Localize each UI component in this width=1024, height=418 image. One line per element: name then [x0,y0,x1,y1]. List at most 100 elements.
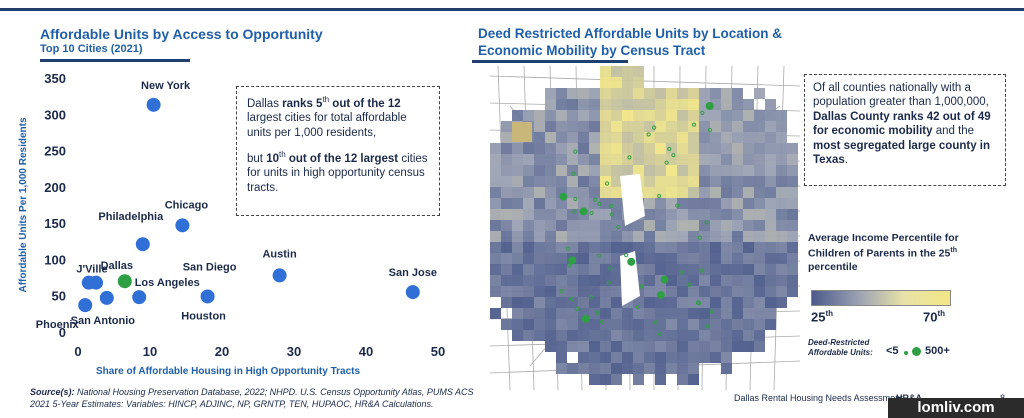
census-tract [501,220,512,231]
census-tract [688,187,699,198]
census-tract [556,264,567,275]
census-tract [501,132,512,143]
census-tract [677,154,688,165]
census-tract [633,143,644,154]
census-tract [710,220,721,231]
y-tick-label: 250 [44,144,66,159]
census-tract [765,110,776,121]
census-tract [501,253,512,264]
census-tract [600,77,611,88]
census-tract [633,319,644,330]
census-tract [699,154,710,165]
census-tract [534,275,545,286]
callout-text: . [844,153,848,166]
census-tract [644,209,655,220]
census-tract [655,374,666,385]
census-tract [732,165,743,176]
census-tract [721,308,732,319]
census-tract [567,154,578,165]
census-tract [611,308,622,319]
census-tract [699,121,710,132]
census-tract [501,319,512,330]
census-tract [512,220,523,231]
census-tract [600,286,611,297]
census-tract [677,143,688,154]
census-tract [545,286,556,297]
census-tract [523,154,534,165]
census-tract [732,286,743,297]
census-tract [512,198,523,209]
census-tract [666,165,677,176]
census-tract [523,242,534,253]
census-tract [512,231,523,242]
census-tract [754,154,765,165]
census-tract [578,286,589,297]
census-tract [545,253,556,264]
census-tract [710,352,721,363]
census-tract [644,308,655,319]
census-tract [677,121,688,132]
census-tract [787,209,798,220]
census-tract [765,209,776,220]
census-tract [589,275,600,286]
census-tract [633,121,644,132]
census-tract [721,88,732,99]
census-tract [545,242,556,253]
census-tract [721,110,732,121]
census-tract [644,242,655,253]
census-tract [666,330,677,341]
census-tract [710,154,721,165]
census-tract [611,220,622,231]
census-tract [666,319,677,330]
census-tract [589,374,600,385]
census-tract [743,253,754,264]
census-tract [677,242,688,253]
affordable-unit-dot [697,235,702,240]
y-tick-label: 50 [52,289,66,304]
census-tract [710,165,721,176]
source-text: National Housing Preservation Database, … [30,387,474,409]
census-tract [787,286,798,297]
dallas-census-tract-map [490,66,800,390]
source-label: Source(s): [30,387,75,397]
census-tract [523,198,534,209]
census-tract [699,198,710,209]
census-tract [589,286,600,297]
census-tract [787,176,798,187]
census-tract [534,187,545,198]
census-tract [545,308,556,319]
census-tract [677,231,688,242]
census-tract [732,132,743,143]
census-tract [765,319,776,330]
legend-high-label: 70th [923,309,945,324]
census-tract [578,88,589,99]
census-tract [655,176,666,187]
census-tract [600,363,611,374]
data-point [78,298,93,313]
affordable-unit-dot [671,153,676,158]
census-tract [633,253,644,264]
scatter-chart: 0 50 100 150 200 250 300 350 0 10 20 30 40 50 Share of… [18,71,445,377]
census-tract [699,220,710,231]
census-tract [644,143,655,154]
census-tract [666,187,677,198]
census-tract [523,176,534,187]
census-tract [666,308,677,319]
census-tract [699,308,710,319]
census-tract [523,187,534,198]
census-tract [633,264,644,275]
census-tract [545,187,556,198]
census-tract [732,242,743,253]
census-tract [567,264,578,275]
affordable-unit-dot [664,160,669,165]
census-tract [512,253,523,264]
census-tract [633,341,644,352]
census-tract [765,99,776,110]
census-tract [655,275,666,286]
footer-report-title: Dallas Rental Housing Needs Assessment [734,393,903,403]
census-tract [666,363,677,374]
census-tract [611,341,622,352]
census-tract [556,231,567,242]
census-tract [677,286,688,297]
census-tract [534,132,545,143]
